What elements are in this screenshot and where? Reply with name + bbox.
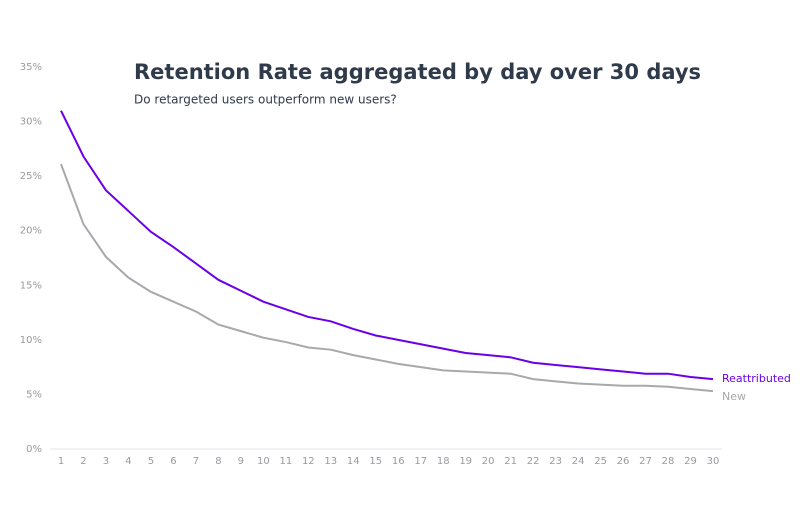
x-tick-label: 15 [369, 456, 382, 467]
x-tick-label: 29 [684, 456, 697, 467]
x-tick-label: 18 [437, 456, 450, 467]
x-tick-label: 21 [504, 456, 517, 467]
series-line [60, 163, 714, 393]
x-tick-label: 2 [80, 456, 86, 467]
y-tick-label: 0% [26, 444, 42, 455]
y-tick-label: 20% [20, 226, 42, 237]
y-tick-label: 15% [20, 280, 42, 291]
x-tick-label: 9 [238, 456, 244, 467]
series-line [60, 110, 714, 381]
y-tick-label: 10% [20, 335, 42, 346]
x-tick-label: 1 [58, 456, 64, 467]
chart-title: Retention Rate aggregated by day over 30… [134, 60, 701, 84]
x-tick-label: 6 [170, 456, 176, 467]
x-tick-label: 13 [324, 456, 337, 467]
x-tick-label: 4 [125, 456, 131, 467]
x-tick-label: 16 [392, 456, 405, 467]
x-tick-label: 5 [148, 456, 154, 467]
x-tick-label: 3 [103, 456, 109, 467]
x-tick-label: 26 [617, 456, 630, 467]
x-tick-label: 28 [662, 456, 675, 467]
y-tick-label: 35% [20, 62, 42, 73]
x-tick-label: 14 [347, 456, 360, 467]
series-label: Reattributed [722, 372, 791, 385]
x-tick-label: 8 [215, 456, 221, 467]
y-tick-label: 25% [20, 171, 42, 182]
series-label: New [722, 390, 746, 403]
x-tick-label: 17 [414, 456, 427, 467]
x-tick-label: 27 [639, 456, 652, 467]
x-tick-label: 22 [527, 456, 540, 467]
x-tick-label: 11 [279, 456, 292, 467]
y-tick-label: 30% [20, 117, 42, 128]
chart-subtitle: Do retargeted users outperform new users… [134, 93, 397, 107]
x-tick-label: 30 [707, 456, 720, 467]
x-tick-label: 23 [549, 456, 562, 467]
x-tick-label: 12 [302, 456, 315, 467]
x-tick-label: 25 [594, 456, 607, 467]
x-tick-label: 10 [257, 456, 270, 467]
y-tick-label: 5% [26, 389, 42, 400]
x-tick-label: 24 [572, 456, 585, 467]
x-tick-label: 20 [482, 456, 495, 467]
x-tick-label: 19 [459, 456, 472, 467]
x-tick-label: 7 [193, 456, 199, 467]
